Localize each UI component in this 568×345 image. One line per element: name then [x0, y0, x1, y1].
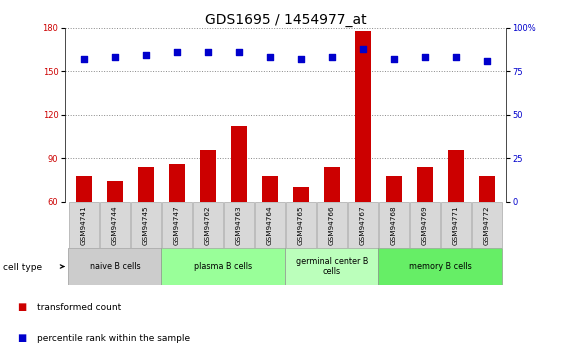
Text: GSM94771: GSM94771 — [453, 205, 459, 245]
Text: percentile rank within the sample: percentile rank within the sample — [37, 334, 190, 343]
Bar — [378, 248, 503, 285]
Bar — [69, 202, 99, 248]
Bar — [410, 202, 440, 248]
Bar — [76, 176, 91, 202]
Bar — [417, 167, 433, 202]
Text: GSM94764: GSM94764 — [267, 205, 273, 245]
Bar — [68, 248, 161, 285]
Text: GSM94769: GSM94769 — [422, 205, 428, 245]
Point — [390, 56, 399, 62]
Bar — [193, 202, 223, 248]
Point — [80, 56, 89, 62]
Bar — [231, 126, 247, 202]
Title: GDS1695 / 1454977_at: GDS1695 / 1454977_at — [204, 12, 366, 27]
Bar — [262, 176, 278, 202]
Bar — [107, 181, 123, 202]
Text: plasma B cells: plasma B cells — [194, 262, 253, 271]
Bar — [161, 202, 192, 248]
Text: GSM94745: GSM94745 — [143, 205, 149, 245]
Bar — [286, 202, 316, 248]
Point — [482, 58, 491, 63]
Bar — [254, 202, 285, 248]
Bar — [224, 202, 254, 248]
Text: ■: ■ — [17, 302, 26, 312]
Bar — [324, 167, 340, 202]
Text: transformed count: transformed count — [37, 303, 121, 312]
Bar — [471, 202, 502, 248]
Bar — [316, 202, 347, 248]
Text: ■: ■ — [17, 333, 26, 343]
Point — [172, 49, 181, 55]
Bar — [99, 202, 130, 248]
Bar — [448, 150, 463, 202]
Text: GSM94768: GSM94768 — [391, 205, 397, 245]
Point — [358, 46, 367, 51]
Point — [452, 55, 461, 60]
Text: memory B cells: memory B cells — [409, 262, 472, 271]
Bar — [348, 202, 378, 248]
Text: GSM94767: GSM94767 — [360, 205, 366, 245]
Text: germinal center B
cells: germinal center B cells — [296, 257, 368, 276]
Bar — [379, 202, 410, 248]
Text: GSM94744: GSM94744 — [112, 205, 118, 245]
Point — [420, 55, 429, 60]
Point — [203, 49, 212, 55]
Bar — [355, 30, 371, 202]
Text: GSM94741: GSM94741 — [81, 205, 87, 245]
Bar — [200, 150, 216, 202]
Bar — [479, 176, 495, 202]
Bar — [441, 202, 471, 248]
Text: GSM94766: GSM94766 — [329, 205, 335, 245]
Point — [235, 49, 244, 55]
Text: GSM94765: GSM94765 — [298, 205, 304, 245]
Bar — [131, 202, 161, 248]
Text: GSM94762: GSM94762 — [205, 205, 211, 245]
Bar — [161, 248, 286, 285]
Bar — [286, 248, 378, 285]
Point — [327, 55, 336, 60]
Text: GSM94772: GSM94772 — [484, 205, 490, 245]
Point — [110, 55, 119, 60]
Text: cell type: cell type — [3, 263, 42, 272]
Bar — [386, 176, 402, 202]
Text: GSM94763: GSM94763 — [236, 205, 242, 245]
Bar — [293, 187, 308, 202]
Text: GSM94747: GSM94747 — [174, 205, 180, 245]
Bar — [169, 164, 185, 202]
Point — [296, 56, 306, 62]
Point — [141, 53, 151, 58]
Text: naive B cells: naive B cells — [90, 262, 140, 271]
Point — [265, 55, 274, 60]
Bar — [138, 167, 154, 202]
